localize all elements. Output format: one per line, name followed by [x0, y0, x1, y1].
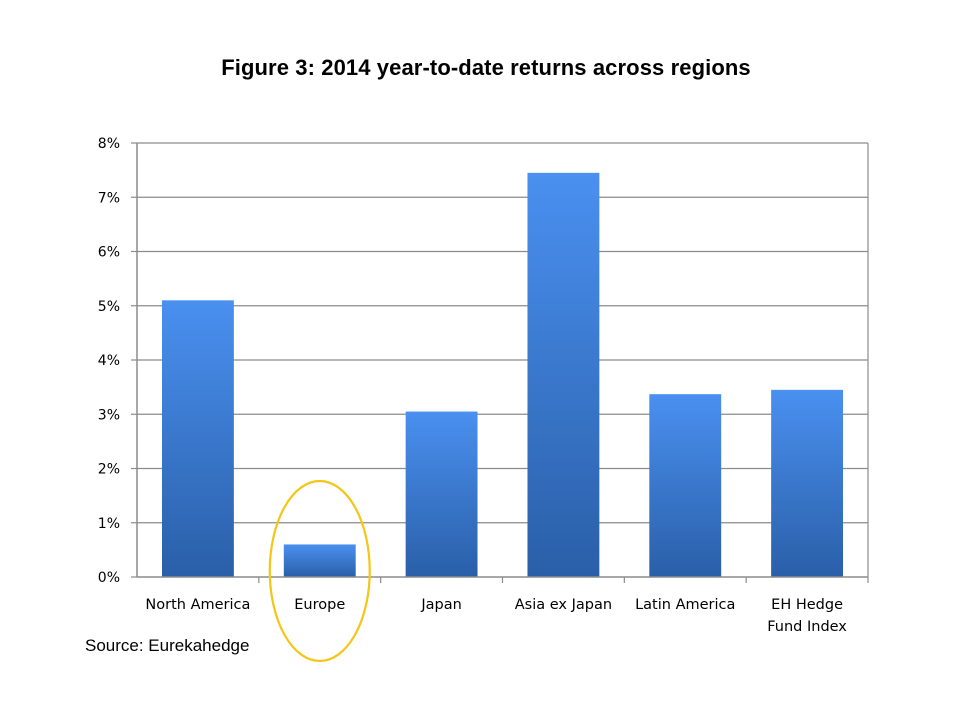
y-tick-label: 8% [98, 136, 120, 152]
x-category-labels: North America Europe Japan Asia ex Japan Lat… [145, 597, 847, 635]
bar [283, 544, 356, 577]
highlight-annotation [268, 479, 371, 663]
gridlines [131, 142, 868, 578]
y-tick-label: 4% [98, 353, 120, 369]
y-tick-label: 0% [98, 570, 120, 586]
x-category-label: North America [145, 597, 250, 613]
bar [161, 300, 234, 577]
chart-title: Figure 3: 2014 year-to-date returns acro… [221, 55, 751, 80]
x-category-label: EH Hedge [771, 597, 843, 613]
y-tick-label: 1% [98, 516, 120, 532]
highlight-ellipse [268, 479, 371, 663]
y-tick-label: 6% [98, 245, 120, 261]
x-category-label: Fund Index [767, 619, 847, 635]
bar [649, 394, 722, 577]
bar [771, 389, 844, 577]
bars [161, 172, 844, 577]
y-tick-label: 3% [98, 407, 120, 423]
x-category-label: Latin America [635, 597, 735, 613]
x-category-label: Asia ex Japan [515, 597, 612, 613]
bar [405, 411, 478, 577]
bar [527, 172, 600, 577]
y-tick-label: 2% [98, 462, 120, 478]
y-tick-label: 5% [98, 299, 120, 315]
y-tick-label: 7% [98, 190, 120, 206]
y-tick-labels: 0% 1% 2% 3% 4% 5% 6% 7% 8% [98, 136, 120, 586]
x-category-label: Europe [294, 597, 345, 613]
source-note: Source: Eurekahedge [85, 636, 250, 655]
axes [136, 143, 869, 583]
x-category-label: Japan [420, 597, 461, 613]
